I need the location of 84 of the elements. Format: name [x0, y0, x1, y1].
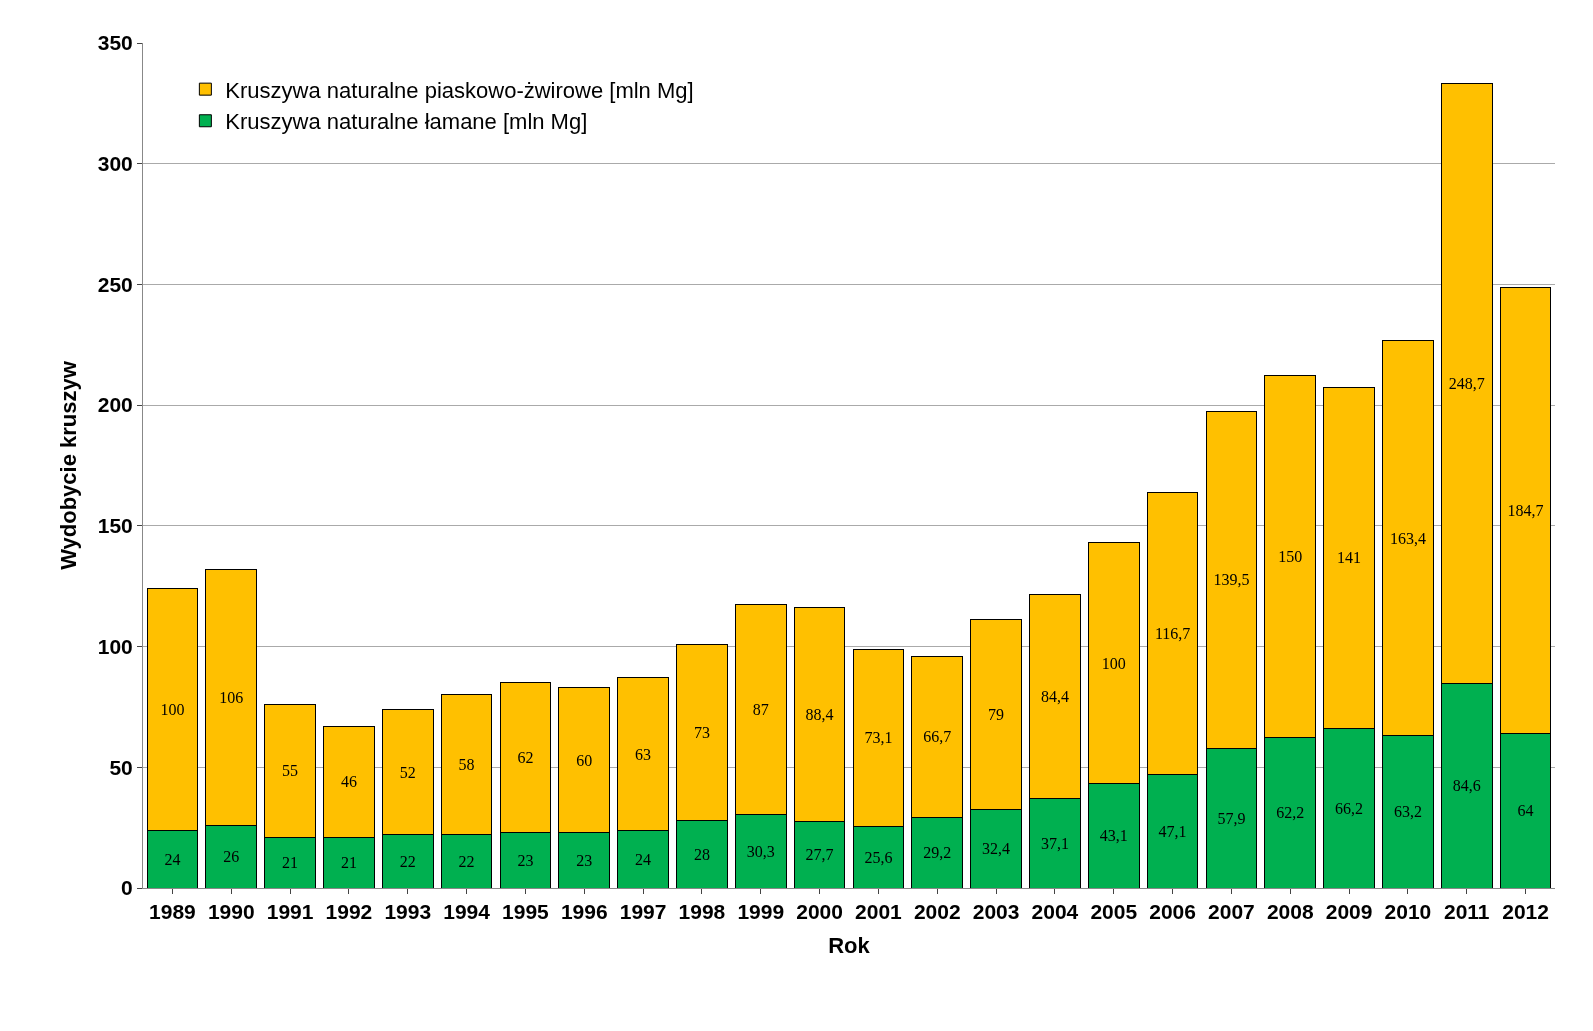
x-tick-label: 1990: [207, 900, 255, 924]
x-tick-label: 2008: [1266, 900, 1314, 924]
data-label: 63: [635, 745, 652, 763]
x-tick-label: 1992: [325, 900, 373, 924]
y-tick-label: 0: [121, 876, 133, 900]
data-label: 84,6: [1452, 777, 1481, 795]
x-tick-label: 2009: [1325, 900, 1373, 924]
x-tick-label: 1996: [560, 900, 608, 924]
y-tick-label: 100: [97, 634, 133, 658]
data-label: 47,1: [1158, 822, 1187, 840]
data-label: 116,7: [1154, 624, 1191, 642]
x-tick-label: 2000: [796, 900, 843, 924]
data-label: 88,4: [805, 705, 834, 723]
data-label: 64: [1517, 802, 1534, 820]
data-label: 73,1: [864, 729, 893, 747]
data-label: 163,4: [1389, 529, 1426, 547]
y-tick-label: 300: [97, 152, 133, 176]
data-label: 22: [399, 852, 416, 870]
x-tick-label: 1994: [443, 900, 491, 924]
data-label: 106: [219, 688, 244, 706]
data-label: 32,4: [982, 840, 1011, 858]
data-label: 24: [635, 850, 652, 868]
data-label: 66,2: [1335, 799, 1364, 817]
x-tick-label: 1999: [737, 900, 785, 924]
x-tick-label: 2006: [1149, 900, 1196, 924]
data-label: 87: [752, 701, 769, 719]
data-label: 43,1: [1099, 827, 1128, 845]
data-label: 62,2: [1276, 804, 1305, 822]
x-tick-label: 1995: [502, 900, 550, 924]
data-label: 58: [458, 756, 475, 774]
x-tick-label: 2004: [1031, 900, 1079, 924]
x-tick-label: 2003: [972, 900, 1020, 924]
data-label: 21: [282, 854, 299, 872]
x-tick-label: 1993: [384, 900, 432, 924]
x-axis-title: Rok: [828, 933, 871, 959]
data-label: 184,7: [1507, 502, 1544, 520]
x-tick-label: 2010: [1384, 900, 1432, 924]
y-axis-title: Wydobycie kruszyw: [55, 360, 81, 570]
y-tick-label: 50: [109, 755, 133, 779]
data-label: 21: [340, 854, 357, 872]
data-label: 139,5: [1213, 571, 1250, 589]
y-tick-label: 250: [97, 272, 133, 296]
data-label: 26: [223, 848, 240, 866]
data-label: 52: [399, 763, 416, 781]
y-tick-label: 350: [97, 31, 133, 55]
data-label: 62: [517, 749, 534, 767]
data-label: 150: [1278, 548, 1303, 566]
data-label: 55: [282, 762, 299, 780]
legend-label: Kruszywa naturalne piaskowo-żwirowe [mln Mg]: [225, 77, 694, 103]
legend-label: Kruszywa naturalne łamane [mln Mg]: [225, 109, 588, 135]
data-label: 63,2: [1393, 803, 1422, 821]
data-label: 23: [517, 851, 534, 869]
y-tick-label: 150: [97, 514, 133, 538]
x-tick-label: 2002: [913, 900, 961, 924]
x-tick-label: 2001: [855, 900, 903, 924]
x-tick-label: 1998: [678, 900, 726, 924]
data-label: 23: [576, 851, 593, 869]
data-label: 57,9: [1217, 809, 1246, 827]
data-label: 29,2: [923, 844, 952, 862]
x-tick-label: 1989: [149, 900, 196, 924]
data-label: 73: [693, 723, 710, 741]
data-label: 141: [1337, 549, 1362, 567]
data-label: 100: [1101, 654, 1126, 672]
y-tick-label: 200: [97, 393, 133, 417]
x-tick-label: 2011: [1443, 900, 1490, 924]
data-label: 24: [164, 850, 181, 868]
data-label: 37,1: [1040, 834, 1069, 852]
data-label: 25,6: [864, 848, 893, 866]
x-tick-label: 2005: [1090, 900, 1138, 924]
data-label: 248,7: [1448, 375, 1485, 393]
data-label: 27,7: [805, 846, 834, 864]
data-label: 79: [988, 705, 1005, 723]
data-label: 100: [160, 700, 185, 718]
x-tick-label: 2012: [1502, 900, 1549, 924]
data-label: 30,3: [746, 842, 775, 860]
data-label: 66,7: [923, 728, 952, 746]
data-label: 84,4: [1040, 688, 1069, 706]
x-tick-label: 1991: [266, 900, 314, 924]
data-label: 22: [458, 852, 475, 870]
x-tick-label: 1997: [619, 900, 667, 924]
data-label: 46: [340, 773, 357, 791]
data-label: 28: [693, 845, 710, 863]
data-label: 60: [576, 751, 593, 769]
x-tick-label: 2007: [1208, 900, 1255, 924]
